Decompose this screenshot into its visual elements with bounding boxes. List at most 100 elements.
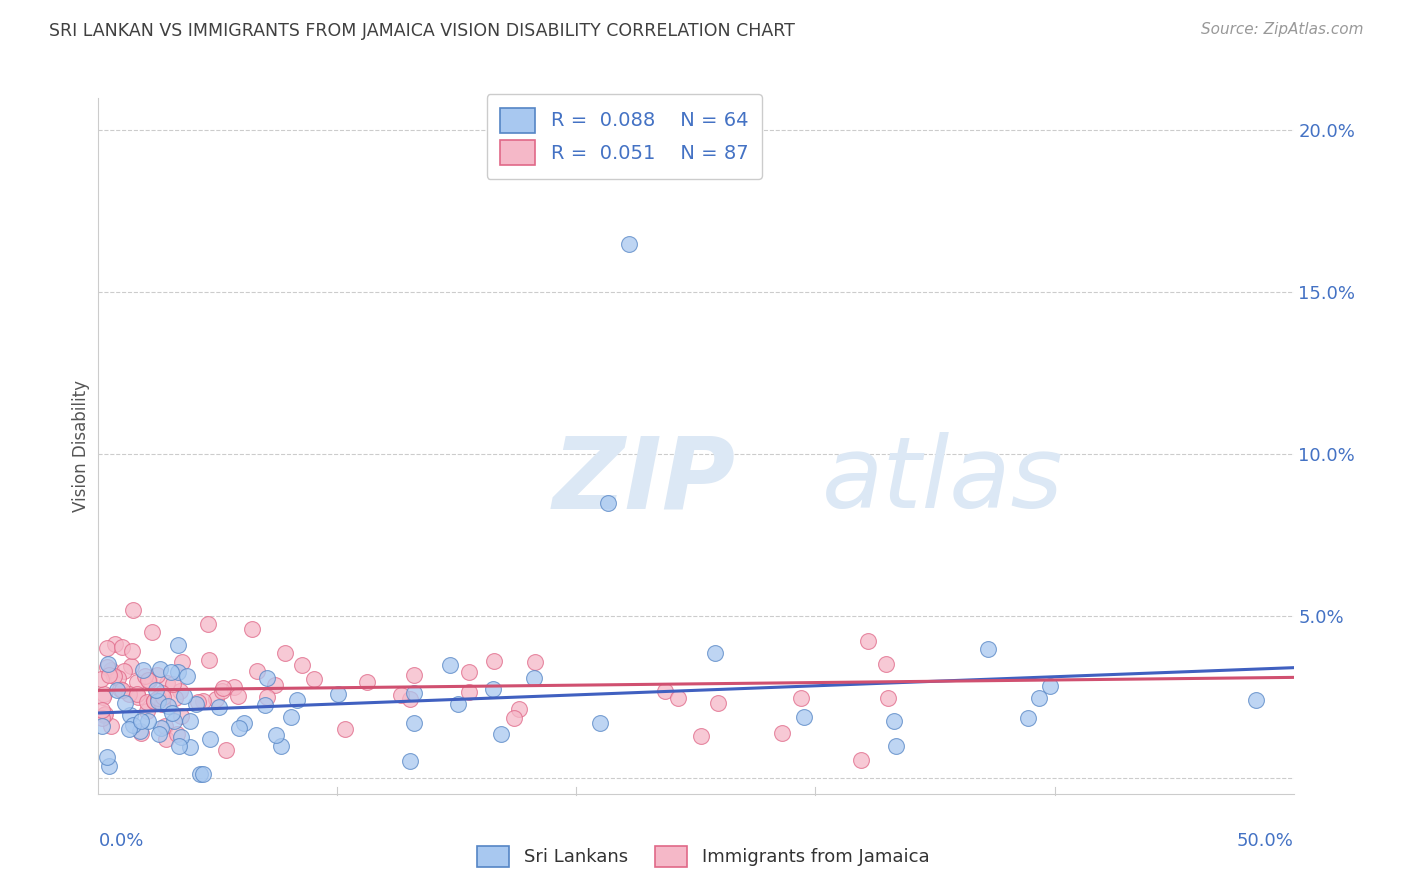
Point [884,739,907,754]
Point [146,668,169,682]
Point [184,698,207,712]
Legend: Sri Lankans, Immigrants from Jamaica: Sri Lankans, Immigrants from Jamaica [470,838,936,874]
Point [143,694,166,708]
Point [121,718,143,732]
Point [188,767,211,781]
Point [198,653,221,667]
Point [404,716,426,731]
Point [264,678,287,692]
Point [179,739,201,754]
Point [333,722,356,736]
Point [165,690,187,705]
Point [107,671,129,685]
Point [163,714,186,729]
Point [173,690,195,704]
Point [135,704,157,718]
Point [128,724,150,739]
Point [148,727,170,741]
Point [176,669,198,683]
Point [256,690,278,704]
Point [287,693,309,707]
Point [169,684,191,698]
Point [132,663,155,677]
Point [111,640,134,654]
Point [166,665,188,679]
Point [447,697,470,711]
Point [97,758,120,772]
Point [98,668,121,682]
Point [193,693,215,707]
Point [508,702,530,716]
Point [108,682,131,697]
Point [157,698,180,713]
Point [689,729,711,743]
Point [170,655,193,669]
Point [770,725,793,739]
Text: SRI LANKAN VS IMMIGRANTS FROM JAMAICA VISION DISABILITY CORRELATION CHART: SRI LANKAN VS IMMIGRANTS FROM JAMAICA VI… [49,22,794,40]
Point [93,707,115,722]
Point [197,617,219,632]
Point [121,644,143,658]
Point [589,716,612,731]
Point [152,690,174,704]
Point [118,687,141,701]
Y-axis label: Vision Disability: Vision Disability [72,380,90,512]
Point [211,681,233,695]
Point [162,676,184,690]
Point [211,683,233,698]
Point [138,673,160,688]
Point [596,495,619,509]
Point [304,673,326,687]
Text: ZIP: ZIP [553,433,735,529]
Point [148,694,170,708]
Point [127,674,149,689]
Text: Source: ZipAtlas.com: Source: ZipAtlas.com [1201,22,1364,37]
Point [704,646,727,660]
Point [167,739,190,753]
Point [97,657,120,672]
Point [96,640,118,655]
Point [976,642,998,657]
Point [111,682,134,697]
Point [654,684,676,698]
Point [112,664,135,678]
Point [256,671,278,685]
Point [156,676,179,690]
Point [153,718,176,732]
Point [402,668,425,682]
Point [136,714,159,728]
Point [127,690,149,704]
Point [96,750,118,764]
Point [122,602,145,616]
Point [793,710,815,724]
Point [120,659,142,673]
Point [187,695,209,709]
Point [224,680,246,694]
Point [136,695,159,709]
Point [91,690,114,705]
Point [291,657,314,672]
Point [145,683,167,698]
Point [617,236,640,251]
Point [166,638,188,652]
Point [146,690,169,705]
Point [356,674,378,689]
Point [155,732,177,747]
Point [96,660,118,674]
Point [790,690,813,705]
Point [159,665,181,679]
Point [138,674,160,689]
Point [141,625,163,640]
Point [226,689,249,703]
Point [90,703,112,717]
Point [849,753,872,767]
Point [150,685,173,699]
Point [254,698,277,712]
Point [105,683,128,698]
Point [215,743,238,757]
Point [523,671,546,685]
Point [198,732,221,747]
Point [264,728,287,742]
Point [666,691,689,706]
Point [191,767,214,781]
